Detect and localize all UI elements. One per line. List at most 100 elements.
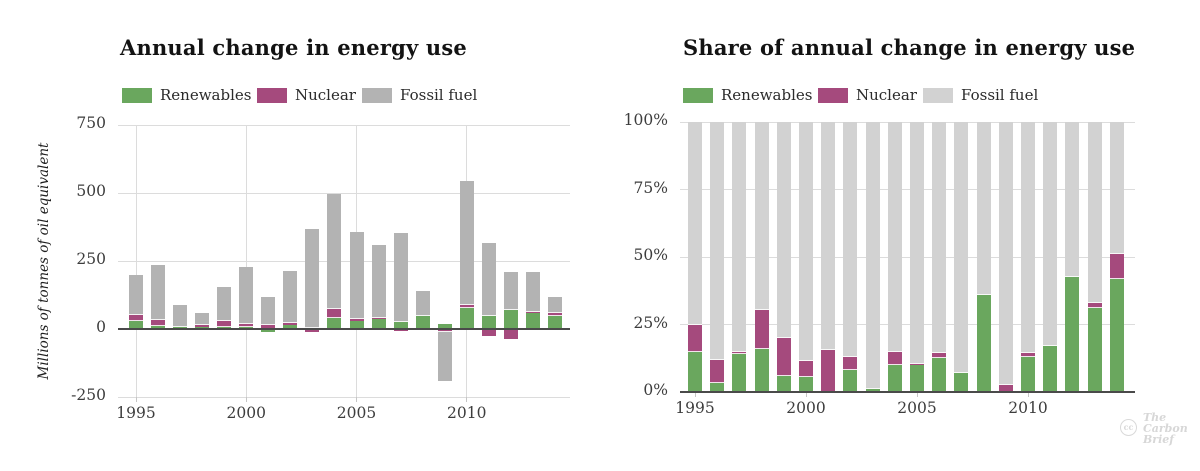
legend-item-renewables: Renewables	[683, 86, 812, 104]
gridline-horizontal	[118, 396, 570, 398]
bar-segment-nuclear-2001	[821, 350, 836, 392]
legend-swatch-icon	[818, 87, 848, 103]
bar-segment-fossil-fuel-2010	[1021, 122, 1035, 353]
bar-segment-renewables-2000	[799, 377, 813, 392]
bar-segment-fossil-fuel-2002	[843, 122, 858, 357]
bar-segment-renewables-2008	[976, 294, 991, 392]
bar-segment-nuclear-1998	[195, 325, 210, 327]
gridline-horizontal	[118, 192, 570, 194]
gridline-horizontal	[680, 324, 1135, 325]
gridline-horizontal	[118, 260, 570, 262]
bar-segment-nuclear-2005	[349, 319, 364, 322]
bar-segment-renewables-2006	[371, 319, 386, 329]
bar-segment-fossil-fuel-2012	[503, 271, 518, 311]
bar-segment-nuclear-2002	[283, 323, 298, 325]
bar-segment-fossil-fuel-2013	[525, 271, 540, 312]
bar-segment-renewables-2006	[932, 358, 947, 392]
bar-segment-fossil-fuel-1997	[173, 304, 188, 327]
bar-segment-renewables-2007	[954, 373, 969, 392]
logo-line: The	[1143, 411, 1167, 424]
legend-item-renewables: Renewables	[122, 86, 251, 104]
bar-segment-fossil-fuel-2006	[932, 122, 947, 353]
bar-segment-renewables-2011	[481, 316, 496, 329]
x-tick-label: 2000	[786, 399, 826, 417]
legend-label: Nuclear	[295, 86, 356, 104]
bar-segment-fossil-fuel-2014	[547, 296, 562, 314]
bar-segment-fossil-fuel-2011	[481, 243, 496, 317]
x-tick-label: 2005	[897, 399, 937, 417]
carbon-brief-logo: cc The Carbon Brief	[1120, 412, 1188, 445]
y-tick-label: 250	[76, 250, 106, 268]
bar-segment-nuclear-2010	[1021, 352, 1035, 357]
bar-segment-nuclear-2007	[393, 329, 408, 332]
bar-segment-fossil-fuel-2003	[305, 229, 320, 329]
bar-segment-renewables-2002	[843, 370, 858, 392]
x-tick-label: 2010	[1008, 399, 1048, 417]
gridline-horizontal	[680, 121, 1135, 123]
bar-segment-fossil-fuel-1995	[688, 122, 702, 325]
bar-segment-nuclear-2010	[459, 305, 474, 308]
legend-swatch-icon	[683, 87, 713, 103]
bar-segment-renewables-2012	[1065, 277, 1080, 392]
x-tick-mark	[466, 397, 468, 402]
bar-segment-fossil-fuel-1995	[129, 274, 143, 316]
carbon-brief-wordmark: The Carbon Brief	[1143, 412, 1188, 445]
right-chart-title: Share of annual change in energy use	[683, 35, 1136, 61]
left-chart-title: Annual change in energy use	[120, 35, 467, 61]
bar-segment-fossil-fuel-2008	[976, 122, 991, 295]
bar-segment-fossil-fuel-2000	[239, 266, 254, 324]
bar-segment-nuclear-2011	[481, 329, 496, 336]
bar-segment-renewables-1998	[754, 348, 769, 392]
bar-segment-nuclear-2002	[843, 356, 858, 371]
bar-segment-fossil-fuel-2005	[910, 122, 924, 364]
legend-swatch-icon	[362, 87, 392, 103]
bar-segment-renewables-2010	[459, 307, 474, 329]
bar-segment-nuclear-1995	[688, 324, 702, 352]
legend-label: Renewables	[160, 86, 252, 104]
zero-baseline	[680, 391, 1135, 393]
bar-segment-fossil-fuel-2004	[887, 122, 902, 352]
bar-segment-fossil-fuel-1998	[754, 122, 769, 310]
x-tick-label: 1995	[675, 399, 715, 417]
bar-segment-fossil-fuel-2007	[954, 122, 969, 374]
x-tick-mark	[805, 392, 807, 397]
x-tick-label: 2010	[447, 404, 487, 422]
bar-segment-fossil-fuel-2003	[865, 122, 880, 390]
legend-item-nuclear: Nuclear	[257, 86, 356, 104]
bar-segment-renewables-2010	[1021, 356, 1035, 392]
y-tick-label: 0	[96, 318, 106, 336]
x-tick-label: 2000	[226, 404, 266, 422]
gridline-horizontal	[680, 256, 1135, 258]
legend-swatch-icon	[122, 87, 152, 103]
bar-segment-nuclear-2001	[261, 324, 276, 329]
bar-segment-nuclear-2005	[910, 363, 924, 365]
bar-segment-fossil-fuel-2000	[799, 122, 813, 361]
bar-segment-nuclear-2013	[1087, 302, 1102, 309]
bar-segment-fossil-fuel-2014	[1109, 122, 1124, 255]
bar-segment-renewables-1997	[173, 326, 188, 329]
logo-line: Carbon	[1143, 422, 1188, 435]
bar-segment-nuclear-1997	[732, 351, 747, 355]
y-tick-label: 750	[76, 114, 106, 132]
bar-segment-renewables-2008	[415, 315, 430, 329]
bar-segment-renewables-1998	[195, 326, 210, 329]
bar-segment-renewables-2001	[261, 329, 276, 333]
bar-segment-renewables-2000	[239, 326, 254, 329]
legend-label: Fossil fuel	[961, 86, 1039, 104]
bar-segment-renewables-2012	[503, 310, 518, 329]
bar-segment-fossil-fuel-2011	[1043, 122, 1058, 347]
bar-segment-fossil-fuel-2013	[1087, 122, 1102, 303]
x-tick-mark	[356, 397, 357, 402]
bar-segment-fossil-fuel-2001	[261, 297, 276, 325]
legend-item-fossil-fuel: Fossil fuel	[923, 86, 1038, 104]
y-tick-label: 500	[76, 182, 106, 200]
bar-segment-renewables-2003	[865, 389, 880, 392]
bar-segment-fossil-fuel-1996	[710, 122, 725, 360]
bar-segment-renewables-2002	[283, 324, 298, 329]
bar-segment-fossil-fuel-2010	[459, 180, 474, 306]
bar-segment-fossil-fuel-2006	[371, 244, 386, 318]
legend-item-nuclear: Nuclear	[818, 86, 917, 104]
bar-segment-nuclear-2012	[503, 329, 518, 339]
bar-segment-nuclear-1995	[129, 315, 143, 321]
